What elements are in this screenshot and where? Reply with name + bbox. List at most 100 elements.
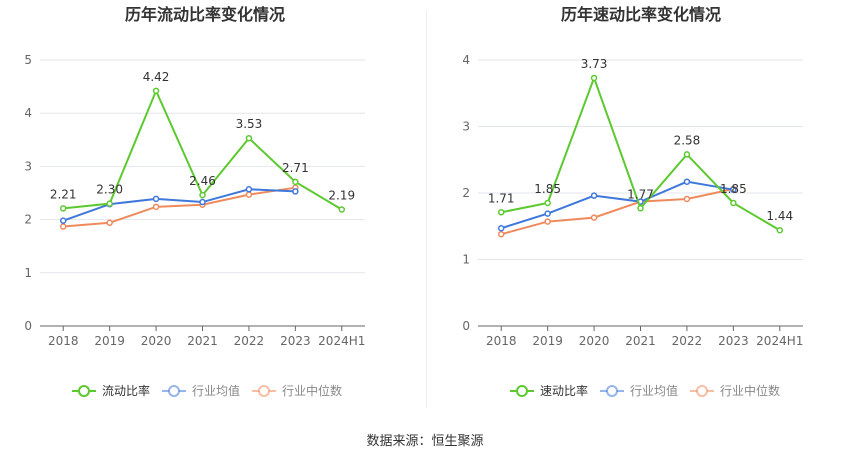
data-point — [245, 191, 253, 198]
y-tick-label: 0 — [24, 319, 32, 333]
series-line-3 — [63, 186, 296, 228]
data-label: 1.44 — [766, 209, 793, 223]
chart-title: 历年速动比率变化情况 — [561, 5, 721, 24]
legend-item-3: 行业中位数 — [690, 383, 780, 398]
legend-label: 行业中位数 — [282, 383, 342, 398]
data-label: 3.73 — [581, 57, 608, 71]
data-point — [497, 230, 505, 238]
series-line-3 — [500, 188, 734, 236]
panel-divider — [426, 10, 427, 408]
data-point — [152, 195, 160, 203]
data-label: 2.19 — [328, 188, 355, 202]
data-point — [637, 205, 644, 212]
chart-title: 历年流动比率变化情况 — [125, 5, 285, 24]
series-line-2 — [500, 180, 734, 230]
legend-item-1: 流动比率 — [72, 383, 150, 398]
x-tick-label: 2020 — [141, 334, 172, 348]
data-point — [106, 219, 113, 227]
series-line-2 — [62, 188, 296, 222]
data-point — [245, 186, 253, 193]
x-tick-label: 2018 — [486, 334, 517, 348]
data-point — [59, 217, 67, 224]
data-label: 4.42 — [143, 70, 170, 84]
chart-panel-1: 历年流动比率变化情况 0 1 2 3 4 5 2018 2019 2020 2021 2022 2023… — [24, 5, 365, 398]
data-label: 1.71 — [488, 191, 515, 205]
data-label: 1.85 — [720, 182, 747, 196]
legend-marker — [168, 385, 180, 397]
data-point — [152, 203, 160, 211]
data-point — [338, 206, 346, 213]
data-label: 2.71 — [282, 161, 309, 175]
data-point — [730, 199, 737, 207]
legend-label: 速动比率 — [540, 383, 588, 398]
data-point — [590, 214, 598, 221]
data-point — [245, 134, 253, 142]
data-point — [683, 195, 691, 203]
y-tick-label: 5 — [24, 53, 32, 67]
x-tick-label: 2022 — [234, 334, 265, 348]
legend-label: 流动比率 — [102, 383, 150, 398]
y-tick-label: 1 — [462, 253, 470, 267]
legend-label: 行业均值 — [192, 383, 240, 398]
data-label: 1.85 — [534, 182, 561, 196]
data-label: 2.46 — [189, 174, 216, 188]
legend-item-2: 行业均值 — [162, 383, 240, 398]
legend-marker — [78, 385, 90, 397]
data-source-note: 数据来源：恒生聚源 — [366, 434, 484, 449]
x-tick-label: 2022 — [672, 334, 703, 348]
x-tick-label: 2023 — [718, 334, 749, 348]
data-point — [199, 198, 206, 206]
x-tick-label: 2021 — [625, 334, 656, 348]
chart-panel-2: 历年速动比率变化情况 0 1 2 3 4 2018 2019 2020 2021 2022 2023 2… — [462, 5, 803, 398]
data-point — [544, 199, 551, 207]
data-label: 3.53 — [236, 117, 263, 131]
data-point — [776, 226, 784, 234]
y-tick-label: 2 — [462, 186, 470, 200]
x-tick-label: 2018 — [48, 334, 79, 348]
data-point — [683, 151, 691, 158]
x-tick-label: 2024H1 — [756, 334, 803, 348]
data-point — [59, 223, 67, 230]
legend-item-3: 行业中位数 — [252, 383, 342, 398]
data-point — [730, 186, 737, 193]
legend-marker — [516, 385, 528, 397]
y-tick-label: 1 — [24, 266, 32, 280]
data-point — [497, 224, 505, 232]
data-point — [152, 87, 160, 95]
data-label: 2.58 — [674, 133, 701, 147]
data-point — [544, 210, 551, 217]
x-tick-label: 2019 — [94, 334, 125, 348]
data-point — [59, 205, 67, 212]
data-label: 2.21 — [50, 187, 77, 201]
data-point — [106, 200, 113, 207]
x-tick-label: 2020 — [579, 334, 610, 348]
legend-marker — [258, 385, 270, 397]
y-tick-label: 3 — [462, 120, 470, 134]
y-tick-label: 0 — [462, 319, 470, 333]
data-point — [292, 188, 299, 195]
legend-label: 行业中位数 — [720, 383, 780, 398]
y-tick-label: 3 — [24, 159, 32, 173]
data-point — [683, 178, 691, 185]
data-point — [590, 74, 598, 82]
data-point — [497, 209, 505, 216]
legend-item-2: 行业均值 — [600, 383, 678, 398]
y-tick-label: 4 — [24, 106, 32, 120]
x-tick-label: 2023 — [280, 334, 311, 348]
legend-marker — [606, 385, 618, 397]
legend-item-1: 速动比率 — [510, 383, 588, 398]
x-tick-label: 2021 — [187, 334, 218, 348]
data-point — [292, 178, 299, 186]
y-tick-label: 2 — [24, 213, 32, 227]
x-tick-label: 2024H1 — [318, 334, 365, 348]
data-label: 1.77 — [627, 187, 654, 201]
data-label: 2.30 — [96, 183, 123, 197]
data-point — [544, 218, 551, 225]
legend-marker — [696, 385, 708, 397]
x-tick-label: 2019 — [532, 334, 563, 348]
data-point — [590, 192, 598, 199]
y-tick-label: 4 — [462, 53, 470, 67]
data-point — [199, 191, 206, 199]
legend-label: 行业均值 — [630, 383, 678, 398]
